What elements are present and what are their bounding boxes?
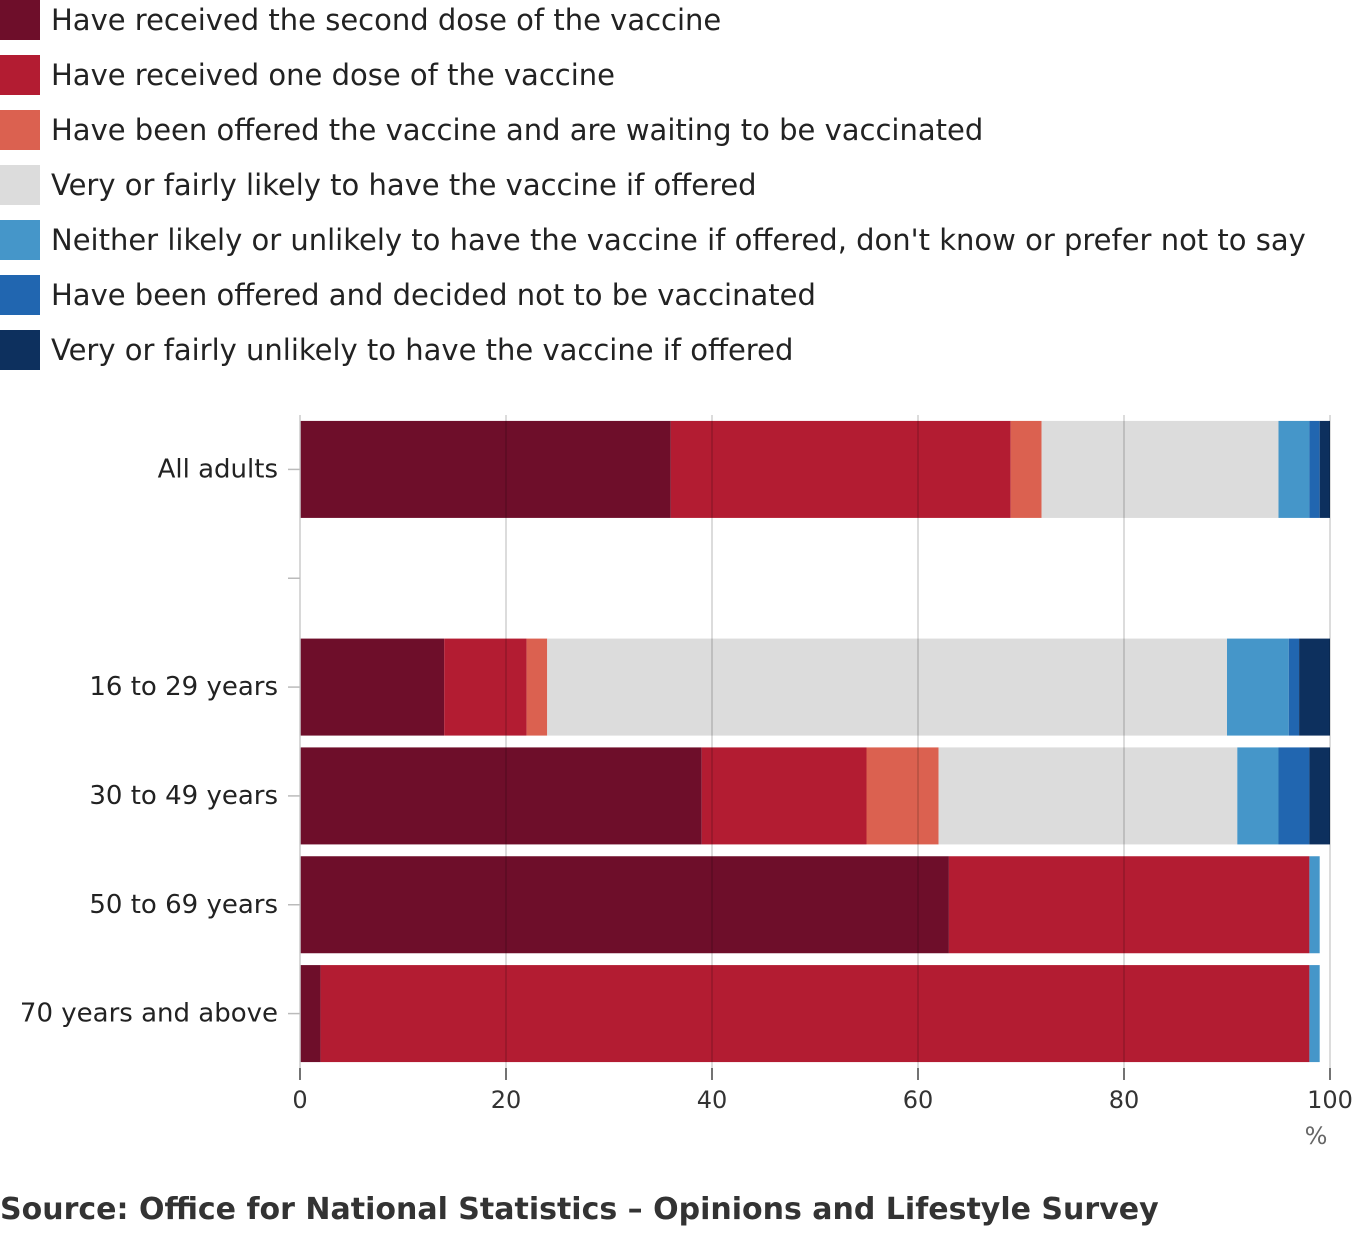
x-tick-label: 20 [491, 1086, 522, 1114]
category-label: 70 years and above [20, 999, 278, 1029]
bar-segment [1237, 747, 1279, 845]
x-tick-label: 100 [1307, 1086, 1353, 1114]
category-label: All adults [158, 454, 278, 484]
legend-item: Have been offered the vaccine and are wa… [0, 110, 983, 150]
legend-swatch [0, 330, 40, 370]
bar-segment [948, 856, 1310, 954]
legend-swatch [0, 110, 40, 150]
legend-item: Have received the second dose of the vac… [0, 0, 721, 40]
legend-swatch [0, 220, 40, 260]
category-label: 16 to 29 years [89, 672, 278, 702]
bar-segment [1309, 965, 1320, 1063]
bar-segment [1288, 638, 1300, 736]
legend-item: Have received one dose of the vaccine [0, 55, 615, 95]
bar-segment [1010, 420, 1042, 518]
legend-item: Have been offered and decided not to be … [0, 275, 816, 315]
bar-segment [320, 965, 1310, 1063]
bar-segment [1227, 638, 1289, 736]
legend-swatch [0, 165, 40, 205]
bar-segment [1319, 420, 1330, 518]
category-label: 50 to 69 years [89, 890, 278, 920]
legend-swatch [0, 0, 40, 40]
source-note: Source: Office for National Statistics –… [0, 1192, 1159, 1227]
bar-segment [300, 965, 321, 1063]
bar-segment [1278, 747, 1310, 845]
bar-segment [300, 420, 671, 518]
bar-segment [300, 638, 445, 736]
x-tick-label: 80 [1109, 1086, 1140, 1114]
bar-segment [1309, 747, 1330, 845]
stacked-bar-chart: All adults 16 to 29 years 30 to 49 years 50… [20, 415, 1353, 1150]
bar-segment [1309, 420, 1320, 518]
bar-segment [444, 638, 527, 736]
bar-segment [670, 420, 1011, 518]
x-tick-label: 40 [697, 1086, 728, 1114]
bar-segment [300, 747, 702, 845]
bar-segment [1278, 420, 1310, 518]
legend-item: Neither likely or unlikely to have the v… [0, 220, 1306, 260]
bar-segment [1299, 638, 1330, 736]
bar-segment [866, 747, 939, 845]
x-tick-label: 60 [903, 1086, 934, 1114]
legend-swatch [0, 55, 40, 95]
bar-segment [938, 747, 1238, 845]
legend-swatch [0, 275, 40, 315]
legend-label: Very or fairly likely to have the vaccin… [51, 168, 757, 202]
legend-item: Very or fairly likely to have the vaccin… [0, 165, 757, 205]
x-tick-label: 0 [292, 1086, 307, 1114]
legend-item: Very or fairly unlikely to have the vacc… [0, 330, 793, 370]
bar-segment [300, 856, 949, 954]
legend-label: Have received the second dose of the vac… [51, 3, 722, 37]
legend-label: Very or fairly unlikely to have the vacc… [51, 333, 794, 367]
bar-segment [526, 638, 548, 736]
legend-label: Have received one dose of the vaccine [51, 58, 615, 92]
legend-label: Neither likely or unlikely to have the v… [51, 223, 1306, 257]
bar-segment [1041, 420, 1279, 518]
bar-segment [547, 638, 1227, 736]
legend-label: Have been offered and decided not to be … [51, 278, 816, 312]
category-label: 30 to 49 years [89, 781, 278, 811]
bar-segment [1309, 856, 1320, 954]
x-axis-unit: % [1305, 1122, 1328, 1150]
legend-label: Have been offered the vaccine and are wa… [51, 113, 984, 147]
bar-segment [701, 747, 867, 845]
